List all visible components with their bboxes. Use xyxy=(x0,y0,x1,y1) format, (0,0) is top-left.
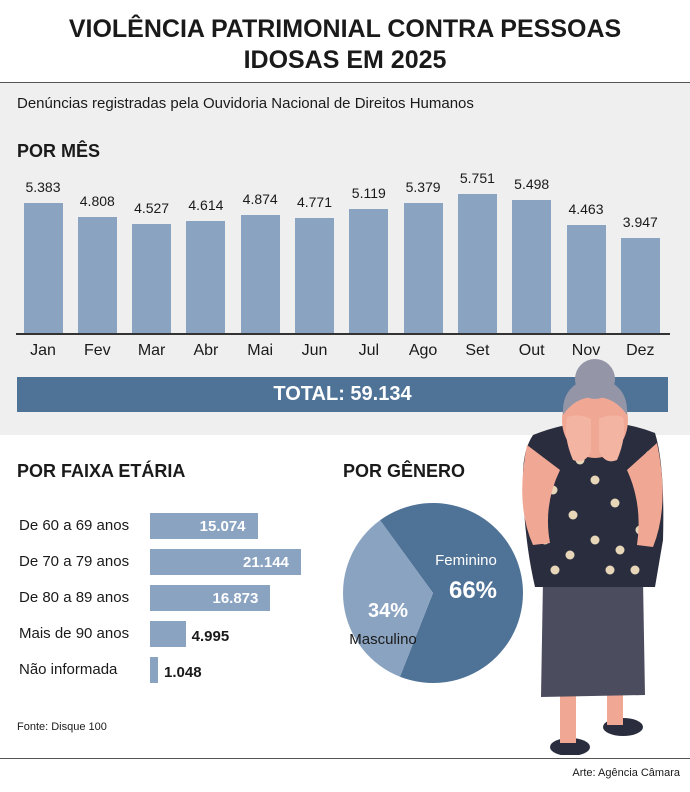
month-value-label: 4.527 xyxy=(134,199,170,216)
age-value-label: 4.995 xyxy=(191,628,230,645)
age-bar xyxy=(150,657,158,683)
month-value-label: 4.463 xyxy=(568,201,604,218)
subtitle: Denúncias registradas pela Ouvidoria Nac… xyxy=(17,95,474,112)
skirt xyxy=(541,580,645,697)
month-value-label: 3.947 xyxy=(622,213,658,230)
month-category-label: Set xyxy=(465,342,490,359)
age-bar xyxy=(150,513,258,539)
month-value-label: 4.771 xyxy=(296,193,333,210)
month-category-label: Abr xyxy=(193,342,219,359)
age-value-label: 21.144 xyxy=(243,554,289,571)
age-bar xyxy=(150,621,186,647)
month-category-label: Out xyxy=(518,342,545,359)
source-note: Fonte: Disque 100 xyxy=(17,721,107,733)
month-bar xyxy=(186,221,226,333)
left-arm xyxy=(522,445,560,545)
month-bar xyxy=(512,200,552,333)
month-value-label: 5.379 xyxy=(405,178,441,195)
month-category-label: Mai xyxy=(247,342,274,359)
gender-pie-chart: Feminino 66% 34% Masculino xyxy=(343,503,523,683)
elderly-woman-illustration xyxy=(522,359,664,755)
right-arm xyxy=(627,443,663,547)
month-value-label: 5.498 xyxy=(514,176,550,193)
age-value-label: 16.873 xyxy=(212,590,259,607)
month-bar xyxy=(77,216,117,333)
age-chart-title: POR FAIXA ETÁRIA xyxy=(17,461,186,481)
month-value-label: 4.808 xyxy=(79,192,115,209)
month-bar xyxy=(240,215,280,333)
monthly-chart-baseline xyxy=(16,333,670,335)
age-category-label: Não informada xyxy=(19,661,118,678)
month-category-label: Jul xyxy=(358,342,380,359)
month-value-label: 5.383 xyxy=(25,178,61,195)
age-value-label: 1.048 xyxy=(164,664,202,681)
month-value-label: 5.119 xyxy=(351,185,386,202)
blouse xyxy=(523,421,664,587)
title-line-2: IDOSAS EM 2025 xyxy=(243,46,447,74)
month-category-label: Mar xyxy=(137,342,166,359)
month-value-label: 4.614 xyxy=(188,197,224,214)
pie-label-feminino: Feminino xyxy=(435,552,497,569)
gender-chart-title: POR GÊNERO xyxy=(343,461,466,481)
month-bar xyxy=(620,237,660,333)
title-line-1: VIOLÊNCIA PATRIMONIAL CONTRA PESSOAS xyxy=(68,15,622,43)
bottom-divider xyxy=(0,758,690,759)
age-category-label: De 60 a 69 anos xyxy=(19,517,130,534)
month-category-label: Fev xyxy=(83,342,111,359)
month-bar xyxy=(403,202,443,333)
left-leg xyxy=(560,685,576,743)
month-bar xyxy=(457,194,497,333)
age-category-label: De 80 a 89 anos xyxy=(19,589,130,606)
month-bar xyxy=(23,202,63,333)
total-banner: TOTAL: 59.134 xyxy=(17,377,668,412)
month-value-label: 4.874 xyxy=(242,191,278,208)
right-hand xyxy=(599,415,625,462)
month-bar xyxy=(132,223,172,333)
age-value-label: 15.074 xyxy=(199,518,246,535)
month-category-label: Jun xyxy=(301,342,328,359)
pie-slice-feminino xyxy=(380,503,523,683)
credit-note: Arte: Agência Câmara xyxy=(572,767,680,779)
left-hand xyxy=(565,415,591,462)
age-bar xyxy=(150,585,271,611)
monthly-chart-title: POR MÊS xyxy=(17,141,101,161)
month-category-label: Jan xyxy=(30,342,56,359)
page-title: VIOLÊNCIA PATRIMONIAL CONTRA PESSOAS IDO… xyxy=(0,14,690,76)
month-bar xyxy=(566,225,606,333)
pie-slice-masculino xyxy=(343,520,433,677)
pie-value-feminino: 66% xyxy=(449,577,497,604)
hair-bun xyxy=(575,359,615,399)
pie-label-masculino: Masculino xyxy=(349,631,417,648)
age-bar xyxy=(150,549,301,575)
month-category-label: Nov xyxy=(571,342,601,359)
month-bar xyxy=(295,217,334,333)
month-value-label: 5.751 xyxy=(459,170,495,186)
age-category-label: Mais de 90 anos xyxy=(19,625,130,642)
month-category-label: Ago xyxy=(408,342,438,359)
pie-value-masculino: 34% xyxy=(368,600,408,622)
month-bar xyxy=(349,209,389,333)
age-category-label: De 70 a 79 anos xyxy=(19,553,130,570)
month-category-label: Dez xyxy=(626,342,655,359)
top-divider xyxy=(0,82,690,83)
